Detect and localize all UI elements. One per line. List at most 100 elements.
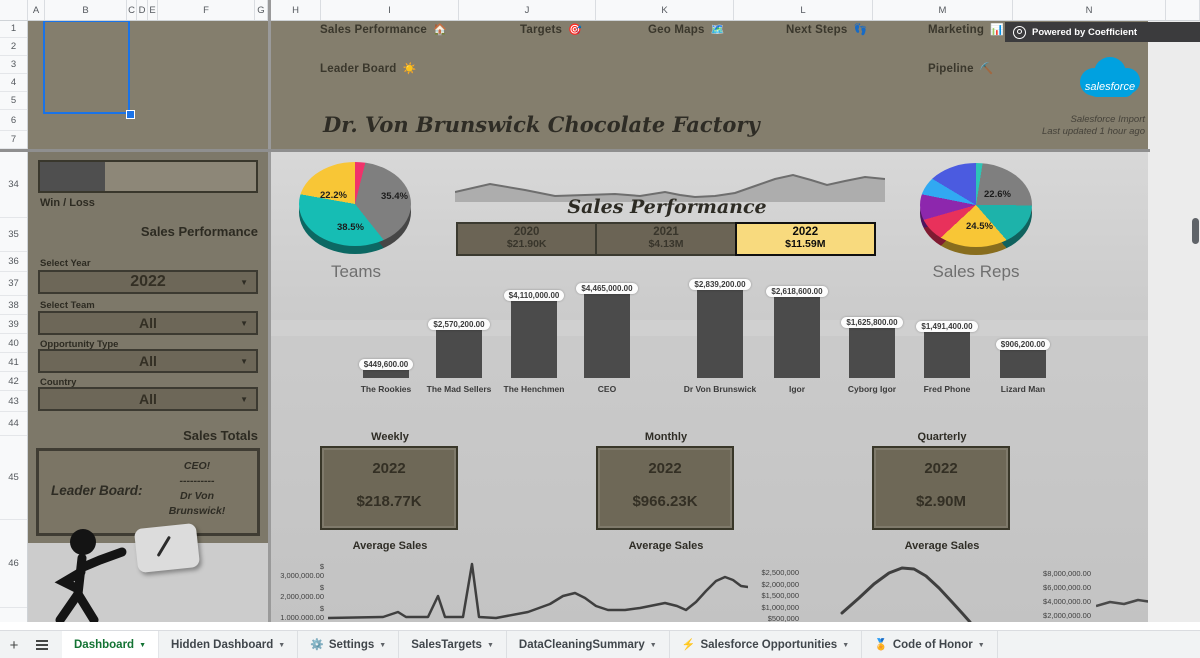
row-header-35[interactable]: 35 — [0, 218, 27, 252]
bar-value-label: $2,570,200.00 — [428, 319, 490, 330]
nav-item-next-steps[interactable]: Next Steps 👣 — [786, 23, 868, 36]
column-header-F[interactable]: F — [158, 0, 255, 20]
filter-select-opportunity[interactable]: All ▼ — [38, 349, 258, 373]
row-header-39[interactable]: 39 — [0, 315, 27, 334]
coefficient-attribution: Powered by Coefficient — [1005, 22, 1200, 42]
all-sheets-button[interactable] — [28, 631, 56, 658]
import-updated: Last updated 1 hour ago — [1041, 126, 1145, 137]
footprints-icon: 👣 — [853, 23, 868, 36]
column-header-I[interactable]: I — [321, 0, 459, 20]
bar-value-label: $1,491,400.00 — [916, 321, 978, 332]
column-header-G[interactable]: G — [255, 0, 268, 20]
nav-item-pipeline[interactable]: Pipeline ⛏️ — [928, 62, 994, 75]
row-header-5[interactable]: 5 — [0, 92, 27, 110]
hamburger-icon — [36, 638, 48, 652]
dashboard-canvas: 22.2% 35.4% 38.5% Teams Sales Performanc… — [271, 152, 1148, 622]
vertical-scrollbar-thumb[interactable] — [1192, 218, 1199, 244]
filter-label-country: Country — [40, 377, 77, 388]
bar-value-wrap: $1,491,400.00 — [899, 316, 995, 334]
add-sheet-button[interactable]: + — [9, 636, 19, 654]
axis-tick-label: $500,000 — [767, 614, 799, 622]
row-header-7[interactable]: 7 — [0, 131, 27, 149]
sheet-tabbar: + Dashboard ▼ Hidden Dashboard ▼ ⚙️ Settings ▼… — [0, 630, 1200, 658]
column-header-C[interactable]: C — [127, 0, 137, 20]
tab-datacleaningsummary[interactable]: DataCleaningSummary ▼ — [507, 631, 670, 658]
chevron-down-icon: ▼ — [139, 641, 147, 649]
row-header-38[interactable]: 38 — [0, 296, 27, 315]
row-header-6[interactable]: 6 — [0, 110, 27, 131]
column-header-B[interactable]: B — [45, 0, 127, 20]
year-card-2020[interactable]: 2020 $21.90K — [456, 222, 598, 256]
column-header-H[interactable]: H — [271, 0, 321, 20]
row-header-4[interactable]: 4 — [0, 74, 27, 92]
row-header-42[interactable]: 42 — [0, 372, 27, 391]
weekly-caption: Average Sales — [352, 540, 428, 552]
filter-select-country[interactable]: All ▼ — [38, 387, 258, 411]
column-header-D[interactable]: D — [137, 0, 148, 20]
import-status: Salesforce Import Last updated 1 hour ag… — [945, 114, 1145, 138]
column-header-M[interactable]: M — [873, 0, 1013, 20]
tab-label: SalesTargets — [411, 639, 482, 651]
column-header-E[interactable]: E — [148, 0, 158, 20]
whiteboard-graphic — [133, 522, 201, 574]
chevron-down-icon: ▼ — [649, 641, 657, 649]
win-loss-bar — [38, 160, 258, 193]
tab-settings[interactable]: ⚙️ Settings ▼ — [298, 631, 400, 658]
tab-label: DataCleaningSummary — [518, 639, 645, 651]
tab-code-of-honor[interactable]: 🏅 Code of Honor ▼ — [862, 631, 998, 658]
row-header-46[interactable]: 46 — [0, 520, 27, 608]
bar-value-label: $449,600.00 — [358, 359, 414, 370]
filter-select-year[interactable]: 2022 ▼ — [38, 270, 258, 294]
row-header-40[interactable]: 40 — [0, 334, 27, 353]
filter-label-opportunity: Opportunity Type — [40, 339, 119, 350]
nav-item-geo-maps[interactable]: Geo Maps 🗺️ — [648, 23, 725, 36]
year-card-2022[interactable]: 2022 $11.59M — [734, 222, 876, 256]
row-header-37[interactable]: 37 — [0, 272, 27, 296]
leaderboard-title: Leader Board: — [51, 483, 143, 498]
sheet-tabs: Dashboard ▼ Hidden Dashboard ▼ ⚙️ Settings ▼ Sa… — [62, 631, 998, 658]
row-header-41[interactable]: 41 — [0, 353, 27, 372]
svg-text:salesforce: salesforce — [1085, 81, 1135, 93]
nav-item-targets[interactable]: Targets 🎯 — [520, 23, 582, 36]
year-card-2021[interactable]: 2021 $4.13M — [595, 222, 737, 256]
filter-label-team: Select Team — [40, 300, 95, 311]
row-header-34[interactable]: 34 — [0, 152, 27, 218]
bar-value-label: $4,465,000.00 — [576, 283, 638, 294]
chevron-down-icon: ▼ — [240, 394, 248, 404]
bar-chart-icon: 📊 — [990, 23, 1005, 36]
row-header-36[interactable]: 36 — [0, 252, 27, 272]
nav-item-marketing[interactable]: Marketing 📊 — [928, 23, 1005, 36]
tab-hidden-dashboard[interactable]: Hidden Dashboard ▼ — [159, 631, 299, 658]
selection-fill-handle[interactable] — [126, 110, 135, 119]
filter-label-year: Select Year — [40, 258, 91, 269]
monthly-line-chart — [840, 566, 972, 622]
axis-tick-label: $ 3,000,000.00 — [280, 562, 324, 580]
axis-tick-label: $2,000,000.00 — [1043, 611, 1091, 620]
sales-reps-caption: Sales Reps — [932, 262, 1020, 281]
row-header-2[interactable]: 2 — [0, 38, 27, 56]
tab-salesforce-opportunities[interactable]: ⚡ Salesforce Opportunities ▼ — [670, 631, 863, 658]
bar-value-label: $906,200.00 — [995, 339, 1051, 350]
tab-dashboard[interactable]: Dashboard ▼ — [62, 631, 160, 658]
row-header-45[interactable]: 45 — [0, 436, 27, 520]
bar-value-wrap: $4,110,000.00 — [486, 285, 582, 303]
tab-label: Hidden Dashboard — [171, 639, 274, 651]
nav-item-sales-performance[interactable]: Sales Performance 🏠 — [320, 23, 447, 36]
column-header-K[interactable]: K — [596, 0, 734, 20]
tab-salestargets[interactable]: SalesTargets ▼ — [399, 631, 507, 658]
filter-select-team[interactable]: All ▼ — [38, 311, 258, 335]
gear-icon: ⚙️ — [310, 638, 324, 651]
row-header-1[interactable]: 1 — [0, 20, 27, 38]
column-header-J[interactable]: J — [459, 0, 596, 20]
view-controls-panel — [28, 20, 268, 149]
column-header-L[interactable]: L — [734, 0, 873, 20]
row-header-3[interactable]: 3 — [0, 56, 27, 74]
column-header-A[interactable]: A — [28, 0, 45, 20]
win-loss-label: Win / Loss — [40, 197, 95, 209]
row-header-44[interactable]: 44 — [0, 412, 27, 436]
column-header-N[interactable]: N — [1013, 0, 1166, 20]
row-header-43[interactable]: 43 — [0, 391, 27, 412]
nav-item-leader-board[interactable]: Leader Board ☀️ — [320, 62, 417, 75]
pie-label: 38.5% — [337, 222, 364, 233]
